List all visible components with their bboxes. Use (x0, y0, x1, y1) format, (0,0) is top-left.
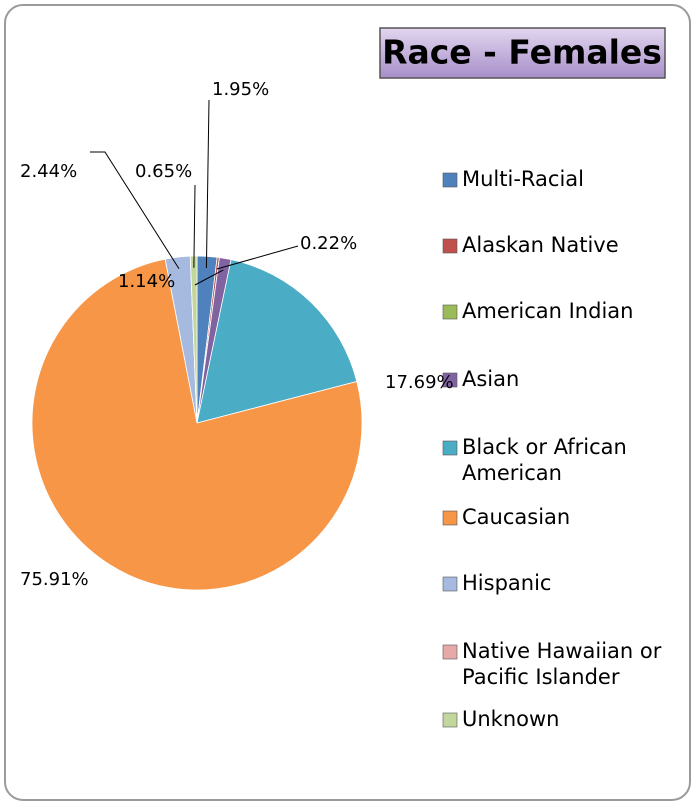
data-label: 2.44% (20, 161, 77, 182)
legend-swatch (442, 576, 458, 592)
legend-label: Native Hawaiian or Pacific Islander (462, 639, 662, 689)
legend-swatch (442, 238, 458, 254)
legend-label: American Indian (462, 299, 633, 323)
pie-slice (196, 259, 358, 424)
leader-line (194, 269, 224, 286)
data-label: 1.14% (118, 271, 175, 292)
legend-label: Caucasian (462, 505, 570, 529)
legend-swatch (442, 304, 458, 320)
title-box (379, 27, 666, 79)
data-label: 0.65% (135, 161, 192, 182)
legend-swatch (442, 712, 458, 728)
data-label: 17.69% (385, 372, 454, 393)
pie-slice (31, 258, 363, 591)
legend-swatch (442, 644, 458, 660)
data-label: 75.91% (20, 569, 89, 590)
legend-swatch (442, 440, 458, 456)
legend-label: Asian (462, 367, 519, 391)
leader-line (216, 245, 299, 270)
legend-label: Multi-Racial (462, 167, 584, 191)
leader-line (90, 151, 180, 270)
data-label: 1.95% (212, 79, 269, 100)
leader-line (193, 184, 196, 268)
legend-label: Alaskan Native (462, 233, 619, 257)
legend-swatch (442, 372, 458, 388)
chart-title: Race - Females (382, 33, 662, 72)
legend-swatch (442, 172, 458, 188)
leader-line (205, 99, 210, 268)
legend-label: Black or African American (462, 435, 627, 485)
legend-label: Unknown (462, 707, 559, 731)
legend-swatch (442, 510, 458, 526)
data-label: 0.22% (300, 233, 357, 254)
legend-label: Hispanic (462, 571, 551, 595)
